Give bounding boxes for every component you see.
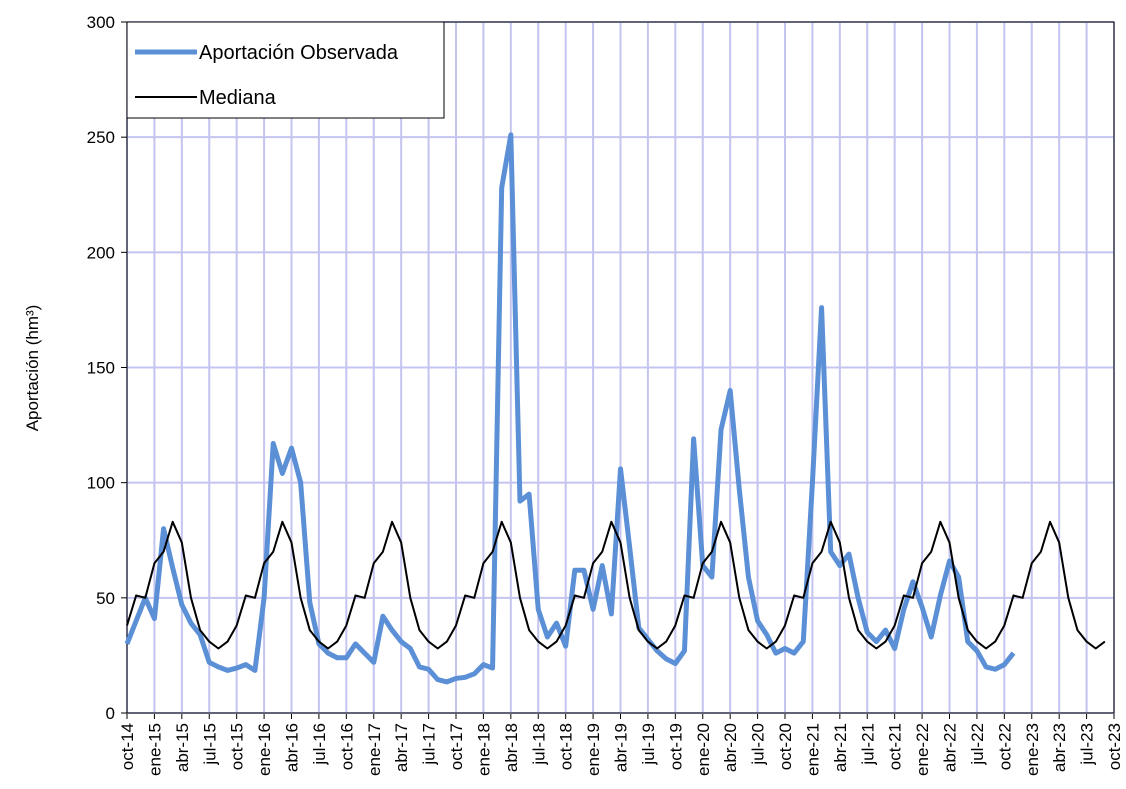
- x-tick-label: abr-16: [283, 723, 302, 772]
- x-tick-label: abr-17: [392, 723, 411, 772]
- y-axis-label: Aportación (hm³): [23, 305, 42, 432]
- x-tick-label: ene-15: [145, 723, 164, 776]
- plot-border: [126, 21, 1115, 714]
- legend-label: Mediana: [199, 87, 277, 109]
- x-tick-label: ene-17: [365, 723, 384, 776]
- x-tick-label: oct-20: [776, 723, 795, 770]
- data-line: [126, 520, 1106, 650]
- x-tick-label: abr-19: [612, 723, 631, 772]
- x-tick-label: ene-21: [803, 723, 822, 776]
- x-tick-label: oct-14: [118, 723, 137, 770]
- y-tick-label: 250: [87, 128, 115, 147]
- x-tick-label: jul-18: [529, 723, 548, 766]
- x-tick-label: abr-20: [721, 723, 740, 772]
- x-tick-label: jul-20: [749, 723, 768, 766]
- x-tick-label: ene-18: [474, 723, 493, 776]
- y-tick-label: 0: [106, 704, 115, 723]
- x-tick-label: jul-19: [639, 723, 658, 766]
- x-tick-label: oct-18: [557, 723, 576, 770]
- y-tick-label: 100: [87, 474, 115, 493]
- x-tick-label: abr-18: [502, 723, 521, 772]
- x-tick-label: oct-22: [995, 723, 1014, 770]
- x-tick-label: oct-23: [1105, 723, 1124, 770]
- y-tick-label: 300: [87, 13, 115, 32]
- x-tick-label: ene-16: [255, 723, 274, 776]
- data-line: [124, 132, 1016, 685]
- y-tick-label: 150: [87, 359, 115, 378]
- x-tick-label: oct-17: [447, 723, 466, 770]
- x-tick-label: oct-16: [337, 723, 356, 770]
- y-tick-label: 50: [96, 589, 115, 608]
- x-tick-label: jul-21: [858, 723, 877, 766]
- x-tick-label: ene-19: [584, 723, 603, 776]
- x-tick-label: abr-22: [941, 723, 960, 772]
- x-tick-label: jul-23: [1078, 723, 1097, 766]
- x-tick-label: abr-23: [1050, 723, 1069, 772]
- legend-label: Aportación Observada: [199, 42, 399, 64]
- x-tick-label: jul-15: [200, 723, 219, 766]
- x-tick-label: jul-17: [420, 723, 439, 766]
- x-tick-label: ene-20: [694, 723, 713, 776]
- x-tick-label: oct-15: [228, 723, 247, 770]
- x-tick-label: abr-21: [831, 723, 850, 772]
- x-tick-label: abr-15: [173, 723, 192, 772]
- x-tick-label: ene-23: [1023, 723, 1042, 776]
- x-tick-label: jul-22: [968, 723, 987, 766]
- x-tick-label: oct-19: [666, 723, 685, 770]
- x-tick-label: ene-22: [913, 723, 932, 776]
- x-tick-label: jul-16: [310, 723, 329, 766]
- y-tick-label: 200: [87, 243, 115, 262]
- x-tick-label: oct-21: [886, 723, 905, 770]
- legend-box: [126, 21, 445, 119]
